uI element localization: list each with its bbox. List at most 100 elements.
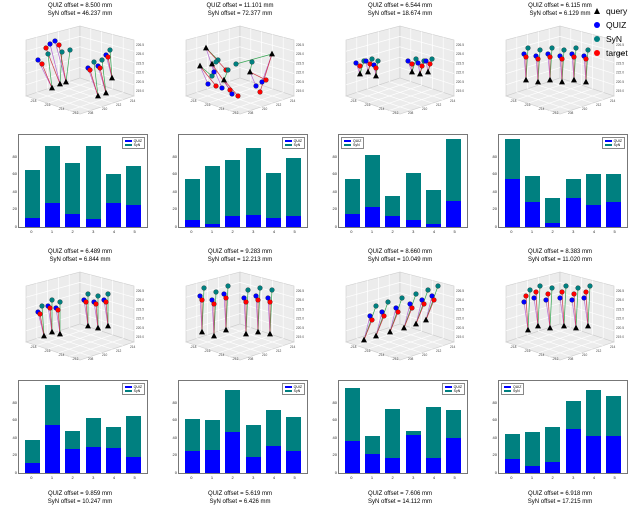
syn-marker — [233, 61, 239, 67]
connector-line — [41, 63, 53, 89]
target-marker — [369, 317, 375, 323]
floor-pane — [505, 323, 615, 361]
bar-syn-segment — [565, 178, 581, 199]
query-marker — [95, 92, 101, 99]
y-tick-label: 80 — [332, 153, 337, 159]
y-tick-label: 0 — [494, 224, 497, 229]
connector-line — [249, 71, 267, 81]
grid-line — [356, 327, 411, 346]
target-marker — [93, 301, 99, 307]
bar-row-1: 0 20 40 60 80 QUIZ SyN 0 1 2 3 4 5 0 20 40 60 80 QUIZ SyN 0… — [0, 128, 640, 246]
x-tick-label: 4 — [272, 475, 276, 480]
connector-line — [587, 285, 591, 327]
grid-line — [207, 84, 262, 104]
bar-chart-slot: 0 20 40 60 80 QUIZ SyN 0 1 2 3 4 5 — [0, 374, 160, 488]
target-marker — [43, 45, 49, 51]
stacked-bar — [565, 135, 581, 227]
z-tick-label: 220.5 — [616, 80, 624, 84]
connector-line — [101, 59, 107, 94]
grid-line — [47, 88, 102, 108]
chart-legend-item: SyN — [284, 143, 302, 147]
x-tick-label: -214 — [218, 107, 225, 111]
y-tick-label: 212 — [276, 103, 282, 107]
stacked-bar — [524, 135, 540, 227]
grid-line — [239, 282, 295, 298]
bar-group — [19, 135, 147, 227]
chart-legend-label: SyN — [133, 389, 141, 393]
target-marker — [547, 54, 553, 60]
quiz-swatch-icon — [604, 139, 612, 143]
bar-group — [179, 381, 307, 473]
scatter-row-2: 226.5 225.0 223.5 222.0 220.5 219.0 -218 -216 -2… — [0, 266, 640, 372]
query-marker — [409, 68, 415, 75]
grid-line — [239, 46, 295, 63]
x-tick-label: -218 — [510, 99, 517, 103]
scatter3d-plot: 226.5 225.0 223.5 222.0 220.5 219.0 -218 -216 -2… — [505, 271, 624, 361]
syn-marker — [249, 59, 255, 65]
z-tick-label: 223.5 — [296, 61, 304, 65]
target-marker — [263, 77, 269, 83]
scatter3d-plot: 226.5 225.0 223.5 222.0 220.5 219.0 -218 -216 -2… — [25, 271, 144, 361]
bar-quiz-segment — [504, 458, 520, 473]
z-tick-label: 222.0 — [136, 317, 144, 321]
grid-line — [239, 36, 295, 52]
x-tick-label: 1 — [210, 229, 214, 234]
bar-quiz-segment — [85, 219, 101, 227]
y-tick-label: 210 — [582, 107, 588, 111]
y-tick-label: 20 — [492, 452, 497, 458]
syn-marker — [561, 47, 567, 53]
bar-syn-segment — [105, 174, 121, 204]
grid-line — [196, 338, 251, 357]
x-tick-label: -212 — [392, 357, 399, 361]
chart-legend-label: QUIZ — [133, 385, 142, 389]
bar-syn-segment — [585, 174, 601, 206]
caption: QUIZ offset = 11.101 mm SyN offset = 72.… — [160, 0, 320, 20]
bar-syn-segment — [44, 385, 60, 425]
grid-line — [58, 88, 113, 108]
bar-chart: 0 20 40 60 80 QUIZ SyN — [333, 380, 468, 475]
bar-quiz-segment — [565, 198, 581, 227]
z-tick-label: 222.0 — [456, 317, 464, 321]
bar-syn-segment — [105, 426, 121, 449]
bar-syn-segment — [405, 430, 421, 436]
chart-legend-item: SyN — [604, 143, 622, 147]
grid-line — [218, 334, 273, 354]
caption-quiz-line: QUIZ offset = 6.918 mm — [527, 491, 593, 497]
bar-chart: 0 20 40 60 80 QUIZ SyN — [13, 380, 148, 475]
y-tick-label: 60 — [332, 171, 337, 177]
caption-syn-line: SyN offset = 17.215 mm — [527, 499, 593, 505]
stacked-bar — [565, 381, 581, 473]
quiz-marker — [229, 91, 235, 97]
y-tick-label: 214 — [610, 99, 616, 103]
x-tick-label: -214 — [58, 353, 65, 357]
target-marker — [211, 301, 217, 307]
z-tick-label: 225.0 — [456, 52, 464, 56]
bar-group — [499, 381, 627, 473]
z-tick-label: 219.0 — [456, 335, 464, 339]
grid-line — [389, 92, 444, 111]
bar-syn-segment — [504, 433, 520, 459]
quiz-marker — [35, 57, 41, 63]
z-tick-label: 225.0 — [136, 52, 144, 56]
grid-line — [367, 330, 422, 350]
bar-syn-segment — [524, 176, 540, 203]
chart-legend-label: QUIZ — [613, 139, 622, 143]
grid-line — [549, 92, 604, 111]
grid-line — [527, 330, 582, 350]
x-tick-label: 2 — [551, 475, 554, 480]
x-tick-label: -218 — [190, 99, 197, 103]
target-marker — [87, 67, 93, 73]
grid-line — [345, 46, 401, 63]
target-marker — [545, 291, 551, 297]
grid-line — [36, 338, 91, 357]
syn-marker — [213, 59, 219, 65]
y-tick-label: 20 — [12, 206, 17, 212]
grid-line — [25, 282, 81, 298]
stacked-bar — [245, 381, 261, 473]
bar-quiz-segment — [545, 461, 561, 473]
connector-line — [89, 69, 99, 97]
bar-quiz-segment — [44, 203, 60, 227]
z-tick-label: 220.5 — [296, 80, 304, 84]
stacked-bar — [184, 381, 200, 473]
bar-syn-segment — [504, 139, 520, 179]
